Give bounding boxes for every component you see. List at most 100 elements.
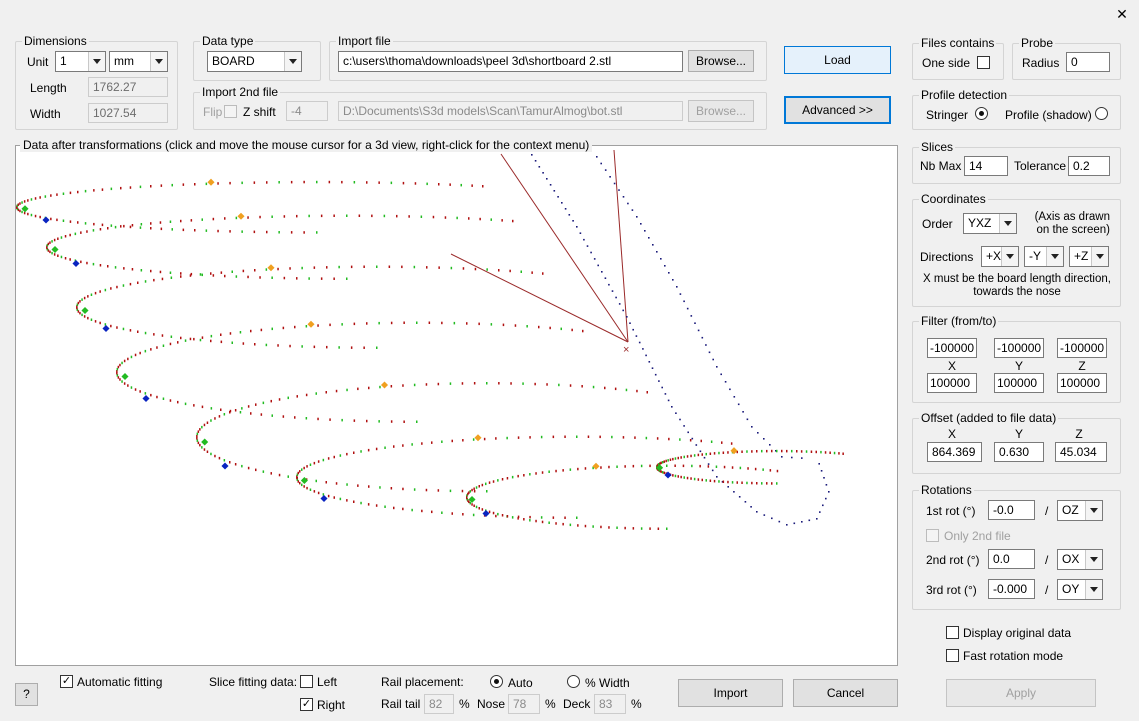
dir-x-select[interactable]: +X: [981, 246, 1019, 267]
apply-button[interactable]: Apply: [946, 679, 1096, 707]
length-label: Length: [30, 81, 67, 95]
rail-point: [472, 438, 475, 441]
outline-dot: [615, 296, 617, 299]
rail-point: [486, 490, 488, 493]
stringer-radio[interactable]: [975, 107, 988, 120]
offset-x-field[interactable]: 864.369: [927, 442, 982, 462]
first-rot-field[interactable]: -0.0: [988, 500, 1035, 520]
rail-point: [471, 503, 473, 506]
rail-point: [39, 215, 41, 219]
rail-point: [796, 450, 798, 453]
dir-z-select[interactable]: +Z: [1069, 246, 1109, 267]
rail-point: [309, 488, 312, 491]
data-type-select[interactable]: BOARD: [207, 51, 302, 72]
rail-point: [469, 501, 471, 505]
display-original-checkbox[interactable]: [946, 626, 959, 639]
rail-point: [169, 342, 172, 346]
rail-point: [660, 470, 662, 473]
rail-point: [431, 510, 433, 514]
outline-dot: [818, 463, 820, 465]
unit-mm-select[interactable]: mm: [109, 51, 168, 72]
left-checkbox[interactable]: [300, 675, 313, 688]
rail-point: [376, 265, 378, 268]
load-button[interactable]: Load: [784, 46, 891, 74]
unit-scale-select[interactable]: 1: [55, 51, 106, 72]
deck-field[interactable]: 83: [594, 694, 626, 714]
dir-y-select[interactable]: -Y: [1024, 246, 1064, 267]
import-button[interactable]: Import: [678, 679, 783, 707]
only-2nd-file-label: Only 2nd file: [944, 529, 1011, 543]
filter-y-to[interactable]: 100000: [994, 373, 1044, 393]
tolerance-field[interactable]: 0.2: [1068, 156, 1110, 176]
cancel-button[interactable]: Cancel: [793, 679, 898, 707]
nose-field[interactable]: 78: [508, 694, 540, 714]
third-rot-field[interactable]: -0.000: [988, 579, 1035, 599]
rail-point: [169, 399, 172, 402]
rail-point: [76, 305, 78, 308]
filter-x-to[interactable]: 100000: [927, 373, 977, 393]
rail-point: [159, 270, 162, 274]
outline-dot: [572, 220, 574, 222]
rail-point: [180, 219, 182, 223]
first-rot-axis-select[interactable]: OZ: [1057, 500, 1103, 521]
right-checkbox[interactable]: ✓: [300, 698, 313, 711]
rail-point: [313, 345, 316, 349]
close-icon[interactable]: ✕: [1116, 6, 1128, 22]
nbmax-field[interactable]: 14: [964, 156, 1008, 176]
second-rot-axis-select[interactable]: OX: [1057, 549, 1103, 570]
import-file-path[interactable]: c:\users\thoma\downloads\peel 3d\shortbo…: [338, 51, 683, 72]
rail-point: [296, 214, 298, 218]
rail-point: [431, 441, 433, 444]
radius-field[interactable]: 0: [1066, 52, 1110, 72]
rail-point: [820, 450, 822, 454]
flip-checkbox[interactable]: [224, 105, 237, 118]
rail-point: [338, 346, 340, 349]
second-rot-field[interactable]: 0.0: [988, 549, 1035, 569]
outline-dot: [609, 176, 611, 178]
3d-view-canvas[interactable]: ×: [15, 145, 898, 666]
fast-rotation-checkbox[interactable]: [946, 649, 959, 662]
filter-z-from[interactable]: -100000: [1057, 338, 1107, 358]
rail-point: [86, 230, 88, 233]
advanced-button[interactable]: Advanced >>: [784, 96, 891, 124]
outline-dot: [786, 524, 788, 526]
browse-2nd-button[interactable]: Browse...: [688, 100, 754, 122]
filter-z-to[interactable]: 100000: [1057, 373, 1107, 393]
rail-point: [190, 219, 193, 222]
only-2nd-file-checkbox[interactable]: [926, 529, 939, 542]
rail-point: [677, 456, 679, 460]
rail-point: [368, 485, 370, 488]
shadow-radio[interactable]: [1095, 107, 1108, 120]
offset-y-field[interactable]: 0.630: [994, 442, 1044, 462]
auto-fit-checkbox[interactable]: ✓: [60, 675, 73, 688]
zshift-field[interactable]: -4: [286, 101, 328, 121]
auto-radio[interactable]: [490, 675, 503, 688]
filter-x-from[interactable]: -100000: [927, 338, 977, 358]
rail-point: [460, 183, 462, 187]
help-button[interactable]: ?: [15, 683, 38, 706]
rail-tail-field[interactable]: 82: [424, 694, 454, 714]
rail-point: [313, 266, 316, 269]
dimensions-group: Dimensions: [15, 34, 178, 130]
filter-y-from[interactable]: -100000: [994, 338, 1044, 358]
rotations-group: Rotations: [912, 483, 1121, 610]
order-select[interactable]: YXZ: [963, 213, 1017, 234]
outline-dot: [652, 244, 654, 246]
offset-x-axis: X: [947, 427, 956, 441]
rail-point: [328, 180, 331, 184]
rail-point: [210, 419, 212, 422]
one-side-checkbox[interactable]: [977, 56, 990, 69]
order-label: Order: [922, 217, 953, 231]
rail-point: [210, 407, 213, 410]
browse-button[interactable]: Browse...: [688, 50, 754, 72]
pct-width-radio[interactable]: [567, 675, 580, 688]
rail-point: [123, 359, 126, 363]
offset-z-field[interactable]: 45.034: [1055, 442, 1107, 462]
rail-point: [99, 321, 101, 325]
third-rot-axis-select[interactable]: OY: [1057, 579, 1103, 600]
rail-point: [771, 482, 773, 485]
import-2nd-file-path[interactable]: D:\Documents\S3d models\Scan\TamurAlmog\…: [338, 101, 683, 121]
rail-point: [218, 456, 221, 460]
second-rot-label: 2nd rot (°): [926, 553, 980, 567]
rail-point: [587, 435, 590, 438]
